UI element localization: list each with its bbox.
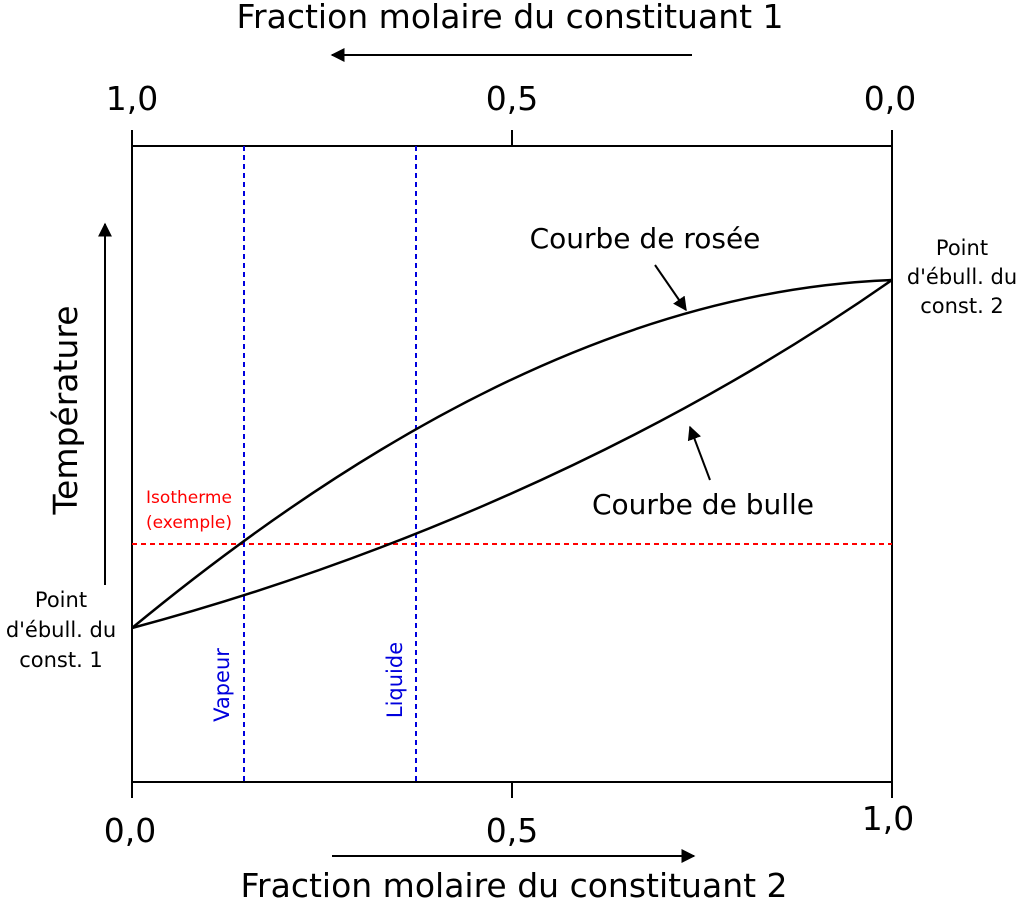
bubble-curve-label: Courbe de bulle <box>592 488 814 521</box>
bottom-tick-0-5: 0,5 <box>486 811 538 850</box>
dew-curve-pointer-arrow <box>654 264 687 312</box>
top-tick-1-0: 1,0 <box>106 79 158 118</box>
boil-point-2-line-1: Point <box>936 236 988 260</box>
dew-curve <box>131 278 893 629</box>
boil-point-1-line-2: d'ébull. du <box>6 618 116 642</box>
bottom-axis-title: Fraction molaire du constituant 2 <box>240 866 787 900</box>
bottom-tick-0-0: 0,0 <box>104 811 156 850</box>
isotherm-label-line-2: (exemple) <box>146 513 232 533</box>
y-axis-title: Température <box>46 305 85 515</box>
boil-point-2-line-2: d'ébull. du <box>907 265 1017 289</box>
bubble-curve-pointer-arrow <box>687 425 711 481</box>
boil-point-2-line-3: const. 2 <box>920 294 1004 318</box>
bottom-tick-1-0: 1,0 <box>862 799 914 838</box>
boil-point-1-line-1: Point <box>35 588 87 612</box>
isotherm-label-line-1: Isotherme <box>146 488 232 508</box>
top-axis-title: Fraction molaire du constituant 1 <box>236 0 783 36</box>
vapor-label: Vapeur <box>210 648 234 722</box>
bubble-curve <box>131 278 893 630</box>
dew-curve-label: Courbe de rosée <box>530 222 761 255</box>
top-tick-0-5: 0,5 <box>486 79 538 118</box>
boil-point-1-line-3: const. 1 <box>19 648 103 672</box>
liquid-label: Liquide <box>383 642 407 718</box>
top-tick-0-0: 0,0 <box>864 79 916 118</box>
